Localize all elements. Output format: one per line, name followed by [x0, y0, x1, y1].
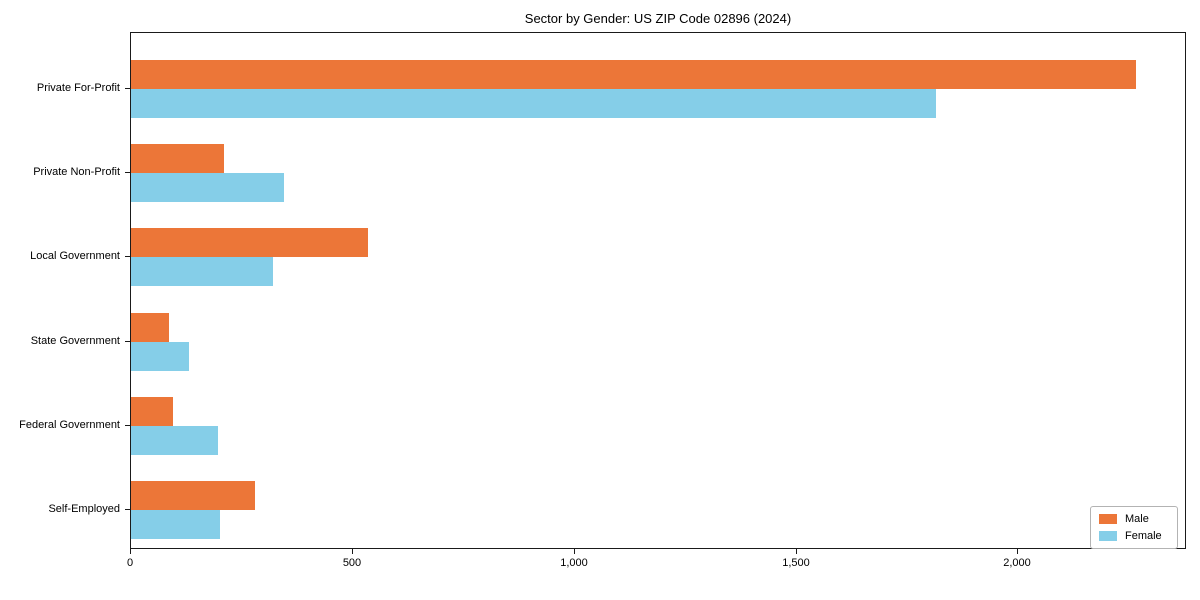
x-tick-label-1500: 1,500	[782, 557, 810, 569]
x-tick-label-0: 0	[126, 557, 134, 569]
y-tick-mark-private-non-profit	[125, 172, 130, 174]
bar-female-state-government	[131, 341, 189, 371]
x-axis: 0 500 1,000 1,500 2,000	[127, 549, 1186, 579]
legend: Male Female	[1090, 506, 1178, 549]
y-tick-mark-local-government	[125, 256, 130, 258]
y-tick-mark-self-employed	[125, 509, 130, 510]
bar-male-local-government	[131, 228, 368, 258]
bar-male-private-for-profit	[131, 60, 1136, 89]
x-tick-mark-1500	[796, 549, 797, 554]
y-tick-label-private-for-profit: Private For-Profit	[36, 82, 120, 94]
bar-female-local-government	[131, 257, 273, 287]
x-tick-mark-0	[130, 549, 131, 554]
y-tick-mark-private-for-profit	[125, 88, 130, 89]
legend-label-male: Male	[1125, 512, 1149, 525]
bar-female-self-employed	[131, 510, 220, 539]
legend-item-male: Male	[1099, 513, 1169, 525]
x-tick-label-2000: 2,000	[1003, 557, 1031, 569]
x-tick-mark-2000	[1017, 549, 1018, 554]
legend-swatch-male	[1099, 513, 1117, 524]
x-tick-label-500: 500	[342, 557, 362, 569]
bar-male-private-non-profit	[131, 144, 224, 174]
bar-male-self-employed	[131, 481, 255, 510]
chart-title: Sector by Gender: US ZIP Code 02896 (202…	[524, 11, 792, 26]
y-tick-label-private-non-profit: Private Non-Profit	[33, 166, 120, 179]
y-tick-label-local-government: Local Government	[30, 250, 120, 263]
bar-female-private-non-profit	[131, 173, 284, 203]
bar-male-federal-government	[131, 396, 173, 426]
y-tick-mark-federal-government	[125, 424, 130, 426]
bar-female-private-for-profit	[131, 89, 936, 118]
y-tick-label-federal-government: Federal Government	[19, 418, 120, 431]
legend-item-female: Female	[1099, 530, 1169, 542]
plot-area	[130, 32, 1186, 549]
bar-male-state-government	[131, 312, 169, 342]
y-tick-label-state-government: State Government	[30, 334, 120, 347]
legend-swatch-female	[1099, 531, 1117, 542]
x-tick-mark-500	[352, 549, 353, 554]
x-tick-label-1000: 1,000	[560, 557, 588, 569]
bar-female-federal-government	[131, 425, 218, 455]
y-axis: Private For-Profit Private Non-Profit Loca…	[0, 32, 130, 549]
y-tick-label-self-employed: Self-Employed	[48, 503, 120, 515]
x-tick-mark-1000	[574, 549, 575, 554]
y-tick-mark-state-government	[125, 340, 130, 342]
legend-label-female: Female	[1125, 530, 1162, 543]
